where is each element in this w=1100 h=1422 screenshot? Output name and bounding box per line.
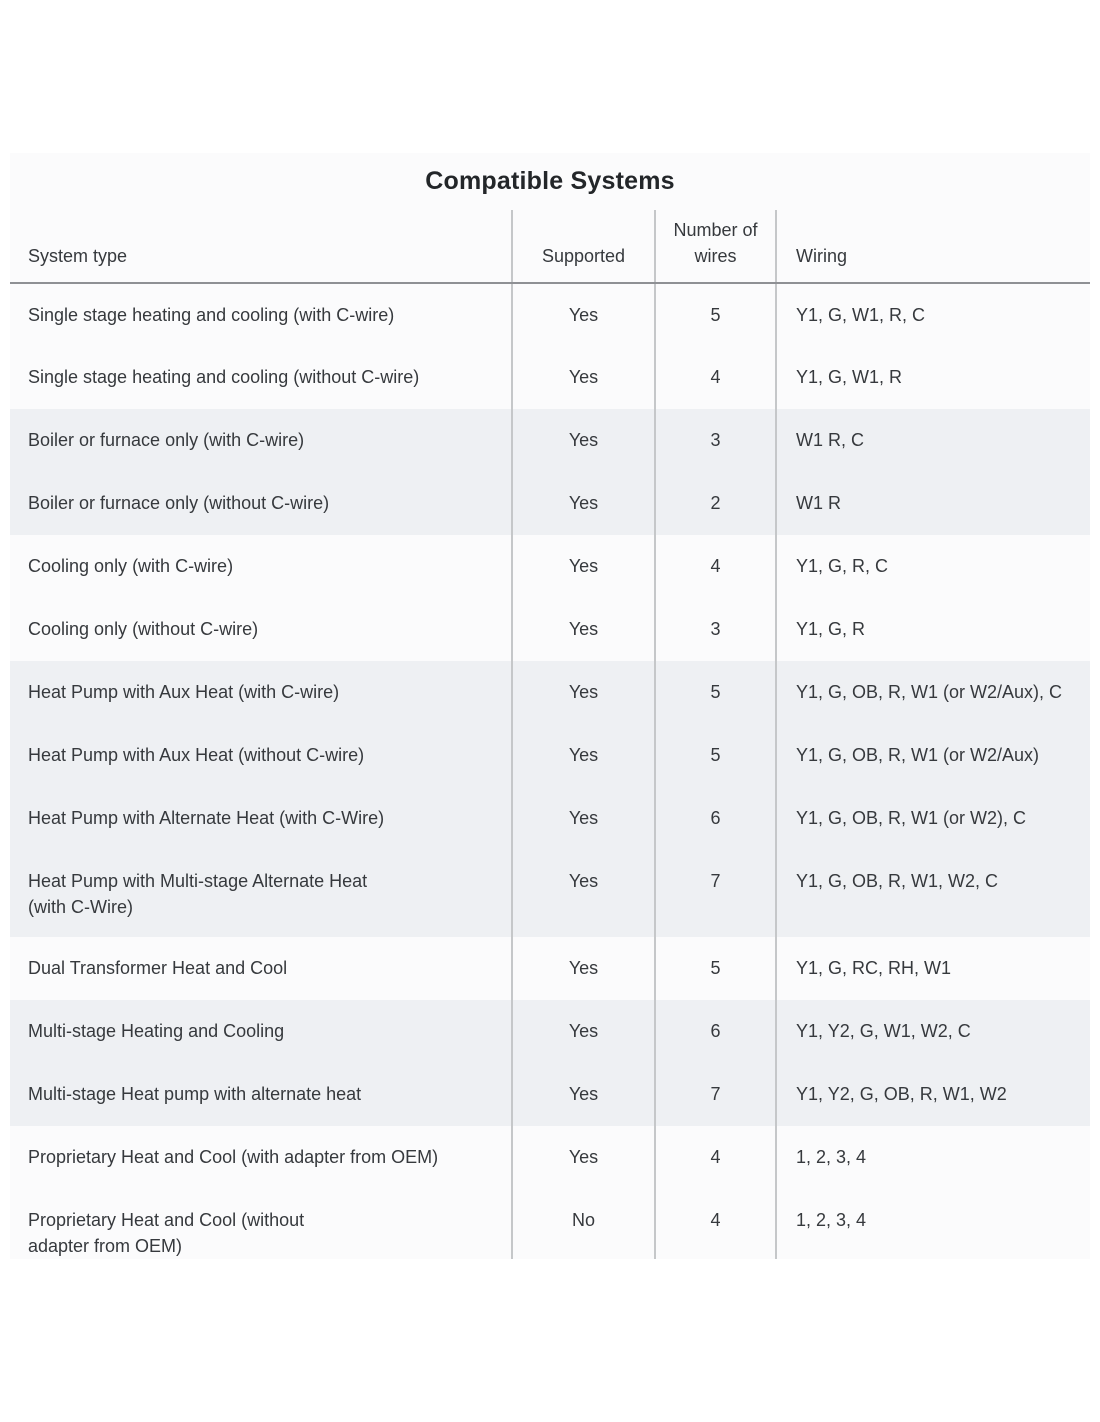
cell-supported: Yes (511, 1063, 655, 1126)
cell-supported: Yes (511, 850, 655, 937)
cell-supported: No (511, 1189, 655, 1259)
cell-wires: 7 (654, 850, 776, 937)
cell-system-type: Cooling only (with C-wire) (28, 556, 234, 576)
cell-wires: 4 (654, 535, 776, 598)
cell-wires: 5 (654, 937, 776, 1000)
cell-wires: 5 (654, 283, 776, 346)
cell-system-type: Boiler or furnace only (without C-wire) (28, 493, 330, 513)
cell-supported: Yes (511, 1000, 655, 1063)
cell-wires: 5 (654, 661, 776, 724)
cell-supported: Yes (511, 346, 655, 409)
cell-wiring: Y1, G, W1, R, C (775, 283, 1090, 346)
cell-supported: Yes (511, 1126, 655, 1189)
cell-wires: 6 (654, 787, 776, 850)
table-row: Heat Pump with Aux Heat (with C-wire) Ye… (10, 661, 1090, 724)
cell-system-type: Dual Transformer Heat and Cool (28, 958, 288, 978)
col-header-wiring: Wiring (775, 210, 1090, 284)
cell-wiring: Y1, G, OB, R, W1 (or W2/Aux) (775, 724, 1090, 787)
cell-wiring: Y1, G, OB, R, W1, W2, C (775, 850, 1090, 937)
cell-system-type: Proprietary Heat and Cool (without adapt… (28, 1210, 305, 1256)
table-row: Proprietary Heat and Cool (with adapter … (10, 1126, 1090, 1189)
page-title: Compatible Systems (425, 167, 675, 195)
cell-system-type: Boiler or furnace only (with C-wire) (28, 430, 305, 450)
cell-system-type: Single stage heating and cooling (with C… (28, 305, 395, 325)
table-row: Cooling only (with C-wire) Yes 4 Y1, G, … (10, 535, 1090, 598)
cell-wires: 3 (654, 409, 776, 472)
cell-system-type: Multi-stage Heat pump with alternate hea… (28, 1084, 362, 1104)
cell-system-type: Heat Pump with Multi-stage Alternate Hea… (28, 871, 368, 917)
cell-wiring: Y1, G, OB, R, W1 (or W2/Aux), C (775, 661, 1090, 724)
table-row: Heat Pump with Alternate Heat (with C-Wi… (10, 787, 1090, 850)
cell-system-type: Heat Pump with Alternate Heat (with C-Wi… (28, 808, 385, 828)
cell-supported: Yes (511, 283, 655, 346)
cell-supported: Yes (511, 937, 655, 1000)
cell-system-type: Proprietary Heat and Cool (with adapter … (28, 1147, 439, 1167)
cell-system-type: Heat Pump with Aux Heat (with C-wire) (28, 682, 340, 702)
table-row: Cooling only (without C-wire) Yes 3 Y1, … (10, 598, 1090, 661)
cell-supported: Yes (511, 787, 655, 850)
cell-system-type: Cooling only (without C-wire) (28, 619, 259, 639)
table-row: Proprietary Heat and Cool (without adapt… (10, 1189, 1090, 1259)
cell-supported: Yes (511, 661, 655, 724)
cell-system-type: Multi-stage Heating and Cooling (28, 1021, 285, 1041)
col-header-number-of-wires: Number of wires (654, 210, 776, 284)
cell-wiring: Y1, G, OB, R, W1 (or W2), C (775, 787, 1090, 850)
cell-wires: 4 (654, 1126, 776, 1189)
table-row: Heat Pump with Aux Heat (without C-wire)… (10, 724, 1090, 787)
cell-wiring: W1 R, C (775, 409, 1090, 472)
cell-wiring: 1, 2, 3, 4 (775, 1189, 1090, 1259)
cell-supported: Yes (511, 409, 655, 472)
table-body: Single stage heating and cooling (with C… (10, 283, 1090, 1259)
cell-wiring: Y1, Y2, G, OB, R, W1, W2 (775, 1063, 1090, 1126)
cell-wires: 4 (654, 1189, 776, 1259)
table-row: Single stage heating and cooling (with C… (10, 283, 1090, 346)
cell-wires: 3 (654, 598, 776, 661)
cell-wires: 7 (654, 1063, 776, 1126)
cell-wiring: Y1, G, RC, RH, W1 (775, 937, 1090, 1000)
cell-wiring: Y1, G, R, C (775, 535, 1090, 598)
cell-wiring: W1 R (775, 472, 1090, 535)
cell-wiring: Y1, G, W1, R (775, 346, 1090, 409)
table-row: Dual Transformer Heat and Cool Yes 5 Y1,… (10, 937, 1090, 1000)
cell-supported: Yes (511, 472, 655, 535)
cell-wires: 6 (654, 1000, 776, 1063)
cell-wires: 2 (654, 472, 776, 535)
table-row: Multi-stage Heating and Cooling Yes 6 Y1… (10, 1000, 1090, 1063)
cell-wires: 4 (654, 346, 776, 409)
table-row: Boiler or furnace only (with C-wire) Yes… (10, 409, 1090, 472)
col-header-supported: Supported (511, 210, 655, 284)
table-row: Boiler or furnace only (without C-wire) … (10, 472, 1090, 535)
cell-supported: Yes (511, 598, 655, 661)
header-row: System type Supported Number of wires Wi… (10, 210, 1090, 284)
col-header-system-type: System type (10, 210, 512, 284)
cell-wiring: 1, 2, 3, 4 (775, 1126, 1090, 1189)
table-row: Heat Pump with Multi-stage Alternate Hea… (10, 850, 1090, 937)
cell-wiring: Y1, G, R (775, 598, 1090, 661)
cell-supported: Yes (511, 535, 655, 598)
compatible-systems-table: System type Supported Number of wires Wi… (10, 210, 1090, 1259)
table-row: Multi-stage Heat pump with alternate hea… (10, 1063, 1090, 1126)
compatible-systems-panel: Compatible Systems System type Supported… (10, 153, 1090, 1259)
table-row: Single stage heating and cooling (withou… (10, 346, 1090, 409)
cell-wires: 5 (654, 724, 776, 787)
cell-system-type: Single stage heating and cooling (withou… (28, 367, 420, 387)
cell-supported: Yes (511, 724, 655, 787)
cell-wiring: Y1, Y2, G, W1, W2, C (775, 1000, 1090, 1063)
cell-system-type: Heat Pump with Aux Heat (without C-wire) (28, 745, 365, 765)
